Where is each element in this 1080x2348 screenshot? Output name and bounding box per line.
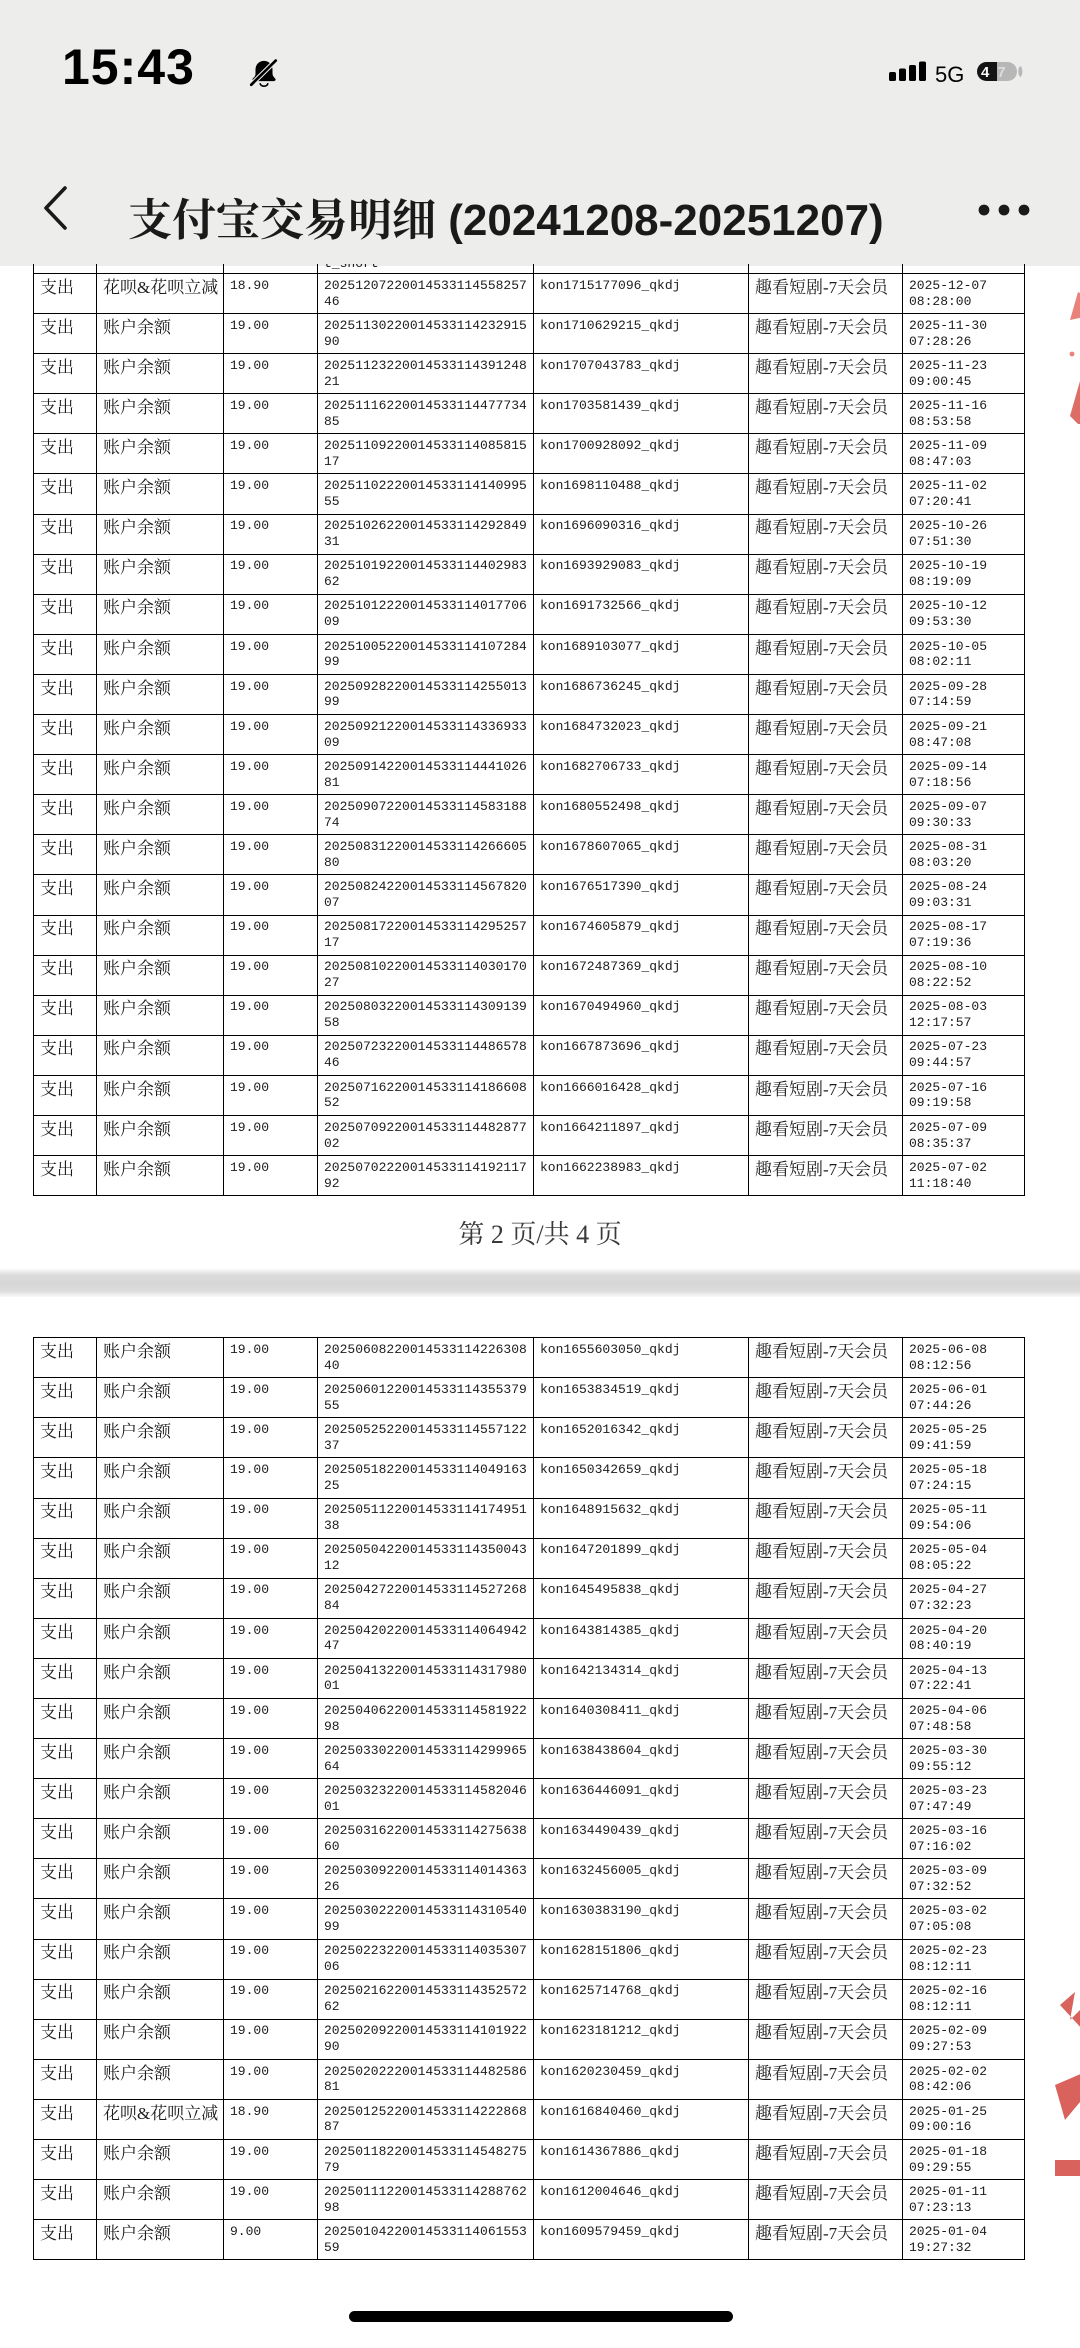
svg-text:5G: 5G bbox=[935, 62, 964, 87]
svg-text:4: 4 bbox=[981, 64, 990, 81]
svg-text:7: 7 bbox=[997, 64, 1005, 81]
